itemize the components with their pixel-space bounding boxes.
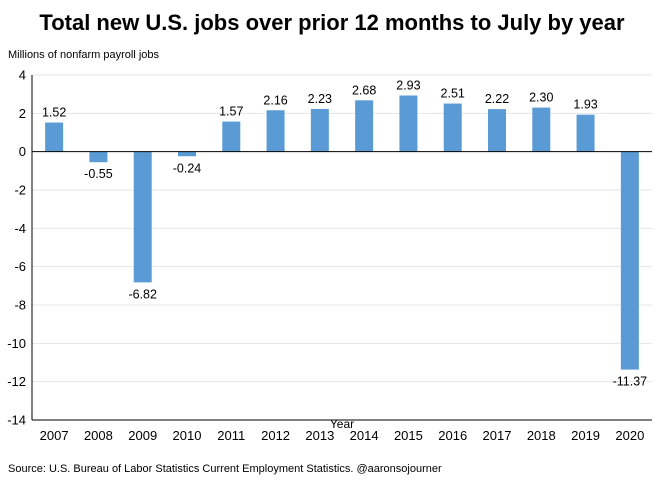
y-axis-label: Millions of nonfarm payroll jobs (8, 49, 160, 61)
bar (443, 103, 462, 152)
data-label: 2.51 (441, 87, 465, 101)
data-label: 2.23 (308, 92, 332, 106)
chart-title: Total new U.S. jobs over prior 12 months… (39, 10, 625, 35)
x-tick-label: 2015 (394, 428, 423, 443)
bar (89, 151, 108, 163)
bar (45, 122, 64, 152)
data-label: 2.16 (263, 93, 287, 107)
data-label: -0.24 (173, 161, 202, 175)
x-tick-label: 2008 (84, 428, 113, 443)
x-tick-label: 2014 (350, 428, 379, 443)
y-tick-label: 2 (19, 106, 26, 121)
x-tick-label: 2012 (261, 428, 290, 443)
x-tick-label: 2011 (217, 428, 245, 443)
y-tick-label: 0 (19, 144, 26, 159)
x-tick-label: 2020 (615, 428, 644, 443)
bar (133, 151, 152, 283)
y-tick-label: 4 (19, 68, 26, 83)
x-tick-label: 2016 (438, 428, 467, 443)
bar (266, 110, 285, 152)
data-label: 2.30 (529, 91, 553, 105)
x-axis-title: Year (330, 417, 354, 431)
y-tick-label: -10 (7, 336, 26, 351)
data-label: 1.93 (573, 98, 597, 112)
bar (178, 151, 196, 157)
data-label: -0.55 (84, 167, 113, 181)
bar (222, 121, 241, 152)
x-tick-label: 2013 (305, 428, 334, 443)
bar (488, 109, 506, 152)
y-tick-label: -6 (14, 259, 26, 274)
bar (310, 108, 329, 152)
data-label: -11.37 (613, 375, 648, 389)
data-label: 2.22 (485, 92, 509, 106)
data-label: 1.57 (219, 105, 243, 119)
data-label: 2.93 (396, 79, 420, 93)
data-label: -6.82 (128, 287, 157, 301)
x-tick-label: 2007 (40, 428, 69, 443)
y-tick-label: -8 (14, 298, 26, 313)
x-tick-label: 2018 (527, 428, 556, 443)
bar (399, 95, 418, 152)
source-note: Source: U.S. Bureau of Labor Statistics … (8, 463, 442, 475)
y-tick-label: -14 (7, 413, 26, 428)
y-tick-label: -4 (14, 221, 26, 236)
bar (576, 114, 595, 152)
x-tick-label: 2017 (483, 428, 512, 443)
x-tick-label: 2009 (128, 428, 157, 443)
x-tick-label: 2019 (571, 428, 600, 443)
bar (620, 151, 639, 370)
x-tick-label: 2010 (173, 428, 202, 443)
data-label: 2.68 (352, 83, 376, 97)
bar (532, 107, 551, 152)
bar (355, 100, 374, 152)
data-label: 1.52 (42, 106, 66, 120)
y-tick-label: -2 (14, 183, 26, 198)
y-tick-label: -12 (7, 374, 26, 389)
